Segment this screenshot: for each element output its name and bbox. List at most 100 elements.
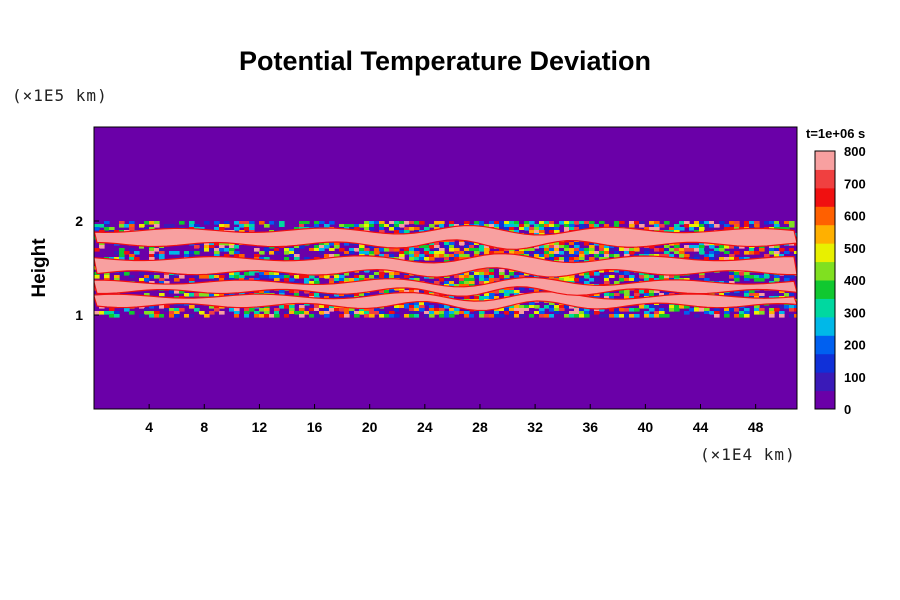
heatmap-cell <box>229 245 235 249</box>
heatmap-cell <box>394 227 400 231</box>
heatmap-cell <box>524 221 530 225</box>
heatmap-cell <box>449 242 455 246</box>
heatmap-cell <box>494 314 500 318</box>
heatmap-cell <box>339 308 345 312</box>
heatmap-cell <box>724 254 730 258</box>
colorbar-segment <box>815 206 835 226</box>
heatmap-cell <box>654 314 660 318</box>
heatmap-cell <box>379 227 385 231</box>
heatmap-cell <box>629 248 635 252</box>
heatmap-cell <box>414 290 420 294</box>
heatmap-cell <box>494 311 500 315</box>
heatmap-cell <box>714 314 720 318</box>
heatmap-cell <box>414 275 420 279</box>
heatmap-cell <box>354 293 360 297</box>
heatmap-cell <box>339 272 345 276</box>
heatmap-cell <box>569 275 575 279</box>
heatmap-cell <box>169 275 175 279</box>
heatmap-cell <box>579 251 585 255</box>
heatmap-cell <box>274 278 280 282</box>
heatmap-cell <box>659 275 665 279</box>
heatmap-cell <box>149 275 155 279</box>
heatmap-cell <box>424 245 430 249</box>
heatmap-cell <box>154 314 160 318</box>
heatmap-cell <box>649 278 655 282</box>
heatmap-cell <box>389 311 395 315</box>
heatmap-cell <box>704 224 710 228</box>
heatmap-cell <box>214 221 220 225</box>
heatmap-cell <box>734 293 740 297</box>
heatmap-cell <box>444 242 450 246</box>
heatmap-cell <box>349 278 355 282</box>
heatmap-cell <box>704 257 710 261</box>
heatmap-cell <box>659 311 665 315</box>
heatmap-cell <box>364 293 370 297</box>
heatmap-cell <box>339 296 345 300</box>
heatmap-cell <box>324 281 330 285</box>
heatmap-cell <box>484 278 490 282</box>
heatmap-cell <box>159 251 165 255</box>
heatmap-cell <box>444 281 450 285</box>
heatmap-cell <box>344 293 350 297</box>
heatmap-cell <box>359 272 365 276</box>
heatmap-cell <box>449 254 455 258</box>
heatmap-cell <box>309 311 315 315</box>
heatmap-cell <box>669 305 675 309</box>
heatmap-cell <box>779 293 785 297</box>
heatmap-cell <box>599 257 605 261</box>
heatmap-cell <box>734 251 740 255</box>
heatmap-cell <box>734 308 740 312</box>
heatmap-cell <box>314 251 320 255</box>
heatmap-cell <box>164 281 170 285</box>
heatmap-cell <box>774 251 780 255</box>
heatmap-cell <box>784 227 790 231</box>
heatmap-cell <box>249 221 255 225</box>
heatmap-cell <box>224 242 230 246</box>
heatmap-cell <box>559 311 565 315</box>
heatmap-cell <box>244 224 250 228</box>
heatmap-cell <box>599 254 605 258</box>
heatmap-cell <box>699 242 705 246</box>
heatmap-cell <box>589 242 595 246</box>
heatmap-cell <box>694 308 700 312</box>
heatmap-cell <box>579 224 585 228</box>
heatmap-cell <box>709 245 715 249</box>
heatmap-cell <box>594 293 600 297</box>
heatmap-cell <box>149 311 155 315</box>
heatmap-cell <box>774 278 780 282</box>
heatmap-cell <box>114 278 120 282</box>
heatmap-cell <box>154 275 160 279</box>
heatmap-cell <box>699 245 705 249</box>
heatmap-cell <box>634 308 640 312</box>
heatmap-cell <box>564 311 570 315</box>
heatmap-cell <box>329 278 335 282</box>
heatmap-cell <box>249 308 255 312</box>
heatmap-cell <box>399 305 405 309</box>
heatmap-cell <box>654 278 660 282</box>
heatmap-cell <box>399 257 405 261</box>
heatmap-cell <box>544 248 550 252</box>
heatmap-cell <box>609 269 615 273</box>
heatmap-cell <box>214 248 220 252</box>
heatmap-cell <box>669 254 675 258</box>
heatmap-cell <box>619 251 625 255</box>
heatmap-cell <box>339 248 345 252</box>
heatmap-cell <box>384 275 390 279</box>
heatmap-cell <box>604 251 610 255</box>
heatmap-cell <box>414 227 420 231</box>
heatmap-cell <box>344 314 350 318</box>
warm-band <box>94 253 797 278</box>
heatmap-cell <box>199 311 205 315</box>
heatmap-cell <box>194 224 200 228</box>
heatmap-cell <box>559 278 565 282</box>
heatmap-cell <box>514 308 520 312</box>
heatmap-cell <box>494 290 500 294</box>
heatmap-cell <box>159 281 165 285</box>
x-tick-label: 28 <box>472 419 488 435</box>
heatmap-cell <box>149 227 155 231</box>
heatmap-cell <box>314 278 320 282</box>
heatmap-cell <box>209 311 215 315</box>
heatmap-cell <box>709 251 715 255</box>
heatmap-cell <box>469 245 475 249</box>
heatmap-cell <box>509 221 515 225</box>
